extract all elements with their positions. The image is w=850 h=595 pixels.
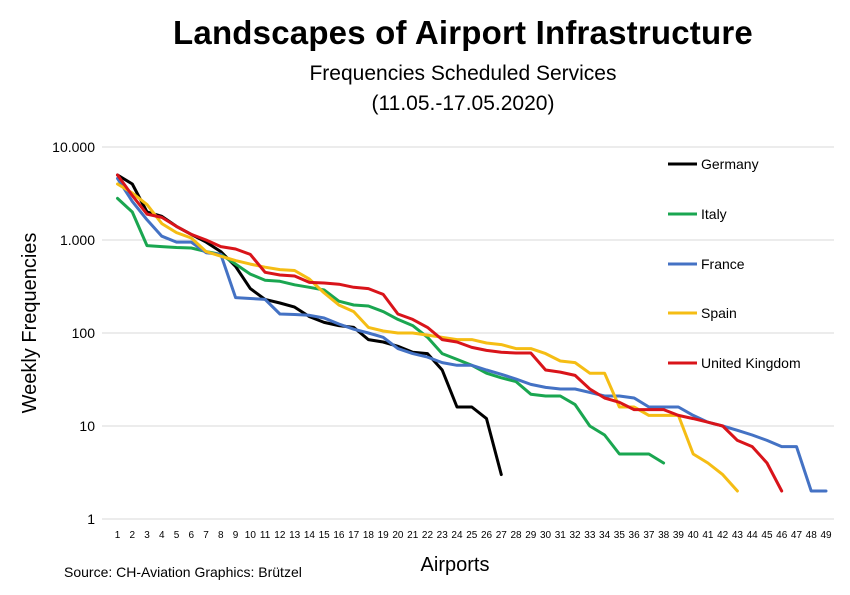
x-tick-label: 49 bbox=[820, 530, 832, 541]
x-tick-label: 37 bbox=[643, 530, 655, 541]
x-tick-label: 45 bbox=[761, 530, 773, 541]
series-line-france bbox=[116, 176, 828, 493]
y-axis-title: Weekly Frequencies bbox=[19, 233, 41, 414]
x-tick-label: 23 bbox=[437, 530, 449, 541]
x-tick-label: 1 bbox=[115, 530, 121, 541]
chart-subtitle: Frequencies Scheduled Services bbox=[309, 62, 617, 85]
legend-label-france: France bbox=[701, 256, 745, 272]
x-tick-label: 31 bbox=[555, 530, 567, 541]
y-tick-label: 100 bbox=[72, 325, 96, 341]
x-tick-label: 21 bbox=[407, 530, 419, 541]
x-tick-label: 33 bbox=[584, 530, 596, 541]
x-tick-label: 47 bbox=[791, 530, 803, 541]
legend-label-italy: Italy bbox=[701, 206, 727, 222]
x-tick-label: 43 bbox=[732, 530, 744, 541]
x-tick-label: 28 bbox=[510, 530, 522, 541]
x-tick-label: 11 bbox=[260, 530, 271, 541]
x-tick-label: 39 bbox=[673, 530, 685, 541]
chart-title: Landscapes of Airport Infrastructure bbox=[173, 14, 753, 51]
chart-date-range: (11.05.-17.05.2020) bbox=[371, 92, 555, 115]
x-tick-label: 36 bbox=[629, 530, 641, 541]
x-tick-label: 34 bbox=[599, 530, 611, 541]
x-tick-label: 9 bbox=[233, 530, 239, 541]
series-line-united-kingdom bbox=[116, 173, 784, 493]
x-tick-label: 24 bbox=[451, 530, 463, 541]
legend-label-united-kingdom: United Kingdom bbox=[701, 355, 801, 371]
x-tick-label: 6 bbox=[189, 530, 195, 541]
x-tick-label: 2 bbox=[129, 530, 135, 541]
y-tick-label: 10 bbox=[79, 418, 95, 434]
x-tick-label: 3 bbox=[144, 530, 150, 541]
x-tick-label: 42 bbox=[717, 530, 729, 541]
x-tick-label: 48 bbox=[806, 530, 818, 541]
x-tick-label: 5 bbox=[174, 530, 180, 541]
x-tick-label: 32 bbox=[570, 530, 582, 541]
x-tick-label: 14 bbox=[304, 530, 316, 541]
x-tick-label: 12 bbox=[274, 530, 286, 541]
x-tick-label: 19 bbox=[378, 530, 390, 541]
x-tick-label: 35 bbox=[614, 530, 626, 541]
x-tick-label: 20 bbox=[392, 530, 404, 541]
x-tick-label: 30 bbox=[540, 530, 552, 541]
x-tick-label: 41 bbox=[702, 530, 714, 541]
x-tick-label: 27 bbox=[496, 530, 508, 541]
legend-label-germany: Germany bbox=[701, 156, 759, 172]
legend-label-spain: Spain bbox=[701, 305, 737, 321]
x-tick-label: 26 bbox=[481, 530, 493, 541]
series-line-spain bbox=[116, 182, 739, 493]
x-tick-label: 15 bbox=[319, 530, 331, 541]
x-tick-label: 13 bbox=[289, 530, 301, 541]
x-tick-label: 10 bbox=[245, 530, 257, 541]
x-tick-label: 44 bbox=[747, 530, 759, 541]
x-tick-label: 17 bbox=[348, 530, 360, 541]
x-tick-label: 40 bbox=[688, 530, 700, 541]
x-tick-label: 22 bbox=[422, 530, 434, 541]
source-note: Source: CH-Aviation Graphics: Brützel bbox=[64, 564, 302, 580]
y-tick-label: 10.000 bbox=[52, 139, 95, 155]
x-tick-label: 18 bbox=[363, 530, 375, 541]
x-tick-label: 8 bbox=[218, 530, 224, 541]
y-tick-label: 1.000 bbox=[60, 232, 95, 248]
x-tick-label: 25 bbox=[466, 530, 478, 541]
x-axis-title: Airports bbox=[421, 554, 490, 576]
x-tick-label: 38 bbox=[658, 530, 670, 541]
x-tick-label: 29 bbox=[525, 530, 537, 541]
x-tick-label: 16 bbox=[333, 530, 345, 541]
x-tick-label: 4 bbox=[159, 530, 165, 541]
y-tick-label: 1 bbox=[87, 511, 95, 527]
x-tick-label: 7 bbox=[203, 530, 209, 541]
series-line-germany bbox=[116, 173, 503, 477]
x-tick-label: 46 bbox=[776, 530, 788, 541]
